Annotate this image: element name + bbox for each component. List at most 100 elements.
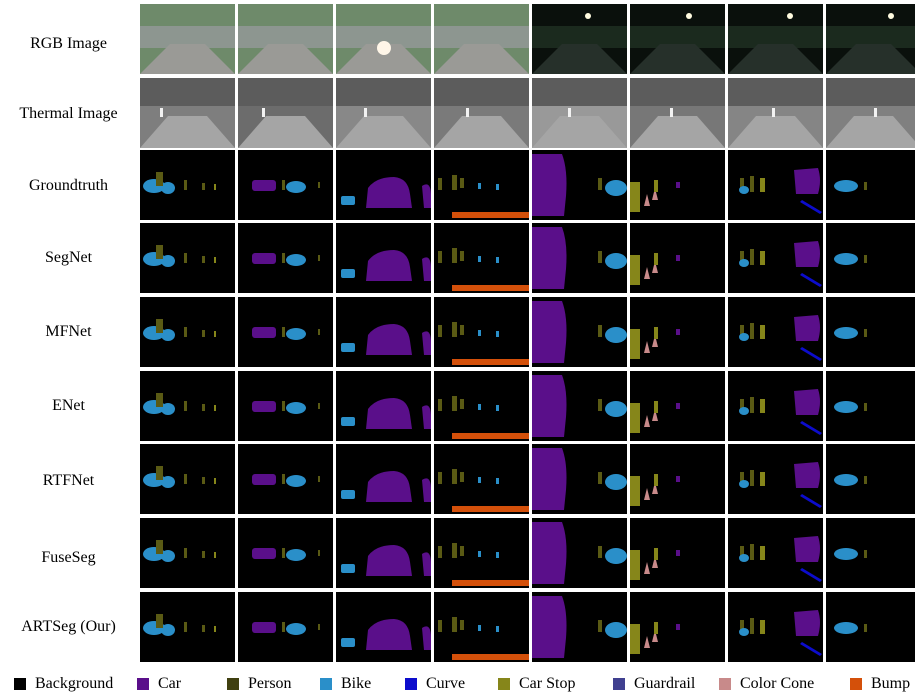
segment-mask — [460, 251, 464, 261]
segment-mask — [478, 330, 481, 336]
segment-mask — [366, 177, 412, 208]
segment-mask — [156, 172, 163, 186]
segmentation-tile — [728, 592, 823, 662]
segmentation-tile — [532, 518, 627, 588]
segment-mask — [318, 182, 320, 188]
segment-mask — [478, 404, 481, 410]
segment-mask — [654, 180, 658, 192]
segment-mask — [252, 401, 276, 412]
segment-mask — [252, 253, 276, 264]
segment-mask — [202, 477, 205, 484]
segment-mask — [341, 343, 355, 352]
segment-mask — [644, 488, 650, 500]
segment-mask — [739, 628, 749, 636]
segmentation-tile — [826, 444, 915, 514]
segment-mask — [252, 474, 276, 485]
segment-mask — [644, 341, 650, 353]
segment-mask — [202, 183, 205, 190]
segment-mask — [760, 399, 765, 413]
segment-mask — [460, 472, 464, 482]
class-legend: Background Car Person Bike Curve Car Sto… — [0, 670, 915, 698]
segment-mask — [422, 626, 431, 650]
segment-mask — [438, 178, 442, 190]
legend-item-curve: Curve — [405, 674, 465, 694]
segment-mask — [676, 329, 680, 335]
row-label-artseg: ARTSeg (Our) — [21, 618, 116, 635]
segment-mask — [676, 624, 680, 630]
segment-mask — [644, 415, 650, 427]
segment-mask — [184, 622, 187, 632]
segment-mask — [654, 327, 658, 339]
segment-mask — [252, 548, 276, 559]
segment-mask — [161, 550, 175, 562]
thermal-photo-tile — [434, 78, 529, 148]
segment-mask — [252, 327, 276, 338]
segment-mask — [202, 625, 205, 632]
segmentation-tile — [630, 297, 725, 367]
segment-mask — [598, 178, 602, 190]
segment-mask — [598, 620, 602, 632]
segment-mask — [605, 253, 627, 269]
segment-mask — [739, 259, 749, 267]
segment-mask — [740, 251, 744, 265]
segment-mask — [834, 253, 858, 265]
rgb-photo-tile — [336, 4, 431, 74]
segment-mask — [532, 154, 567, 216]
legend-swatch — [850, 678, 862, 690]
legend-swatch — [498, 678, 510, 690]
segment-mask — [676, 550, 680, 556]
segment-mask — [739, 186, 749, 194]
segment-mask — [341, 417, 355, 426]
segment-mask — [366, 250, 412, 281]
thermal-photo-tile — [336, 78, 431, 148]
segment-mask — [740, 399, 744, 413]
segmentation-tile — [140, 444, 235, 514]
segment-mask — [800, 421, 822, 435]
segment-mask — [156, 466, 163, 480]
segment-mask — [794, 315, 820, 341]
segment-mask — [452, 175, 457, 190]
thermal-photo-tile — [140, 78, 235, 148]
segmentation-tile — [630, 371, 725, 441]
segment-mask — [605, 474, 627, 490]
segment-mask — [654, 253, 658, 265]
segment-mask — [460, 178, 464, 188]
segment-mask — [644, 194, 650, 206]
segment-mask — [452, 285, 529, 291]
segment-mask — [478, 183, 481, 189]
segment-mask — [652, 188, 658, 200]
segment-mask — [676, 255, 680, 261]
segment-mask — [282, 474, 285, 484]
legend-swatch — [613, 678, 625, 690]
segment-mask — [740, 472, 744, 486]
segmentation-tile — [238, 150, 333, 220]
segment-mask — [341, 638, 355, 647]
segmentation-tile — [434, 518, 529, 588]
rgb-photo-tile — [532, 4, 627, 74]
segmentation-tile — [630, 223, 725, 293]
segment-mask — [460, 620, 464, 630]
segment-mask — [438, 472, 442, 484]
legend-swatch — [137, 678, 149, 690]
segment-mask — [156, 540, 163, 554]
segmentation-tile — [336, 297, 431, 367]
segment-mask — [630, 550, 640, 580]
segment-mask — [184, 253, 187, 263]
segment-mask — [532, 448, 567, 510]
legend-swatch — [14, 678, 26, 690]
legend-swatch — [719, 678, 731, 690]
segment-mask — [214, 626, 216, 632]
segmentation-tile — [336, 592, 431, 662]
segment-mask — [654, 474, 658, 486]
legend-item-bump: Bump — [850, 674, 910, 694]
segmentation-tile — [728, 150, 823, 220]
segment-mask — [605, 327, 627, 343]
segment-mask — [532, 596, 567, 658]
segmentation-tile — [532, 444, 627, 514]
segmentation-tile — [238, 223, 333, 293]
segment-mask — [760, 620, 765, 634]
segment-mask — [202, 404, 205, 411]
segment-mask — [834, 180, 858, 192]
segment-mask — [598, 251, 602, 263]
segment-mask — [496, 626, 499, 632]
